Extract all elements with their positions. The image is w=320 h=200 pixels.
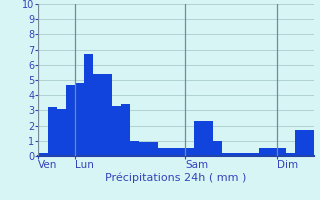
Bar <box>286 153 295 156</box>
Bar <box>304 130 314 156</box>
Bar <box>231 153 240 156</box>
X-axis label: Précipitations 24h ( mm ): Précipitations 24h ( mm ) <box>105 173 247 183</box>
Bar <box>48 107 57 156</box>
Bar <box>130 141 139 156</box>
Bar <box>139 142 148 156</box>
Bar <box>176 148 185 156</box>
Bar <box>222 153 231 156</box>
Bar <box>66 85 75 156</box>
Bar <box>213 141 222 156</box>
Bar <box>93 74 103 156</box>
Bar <box>103 74 112 156</box>
Bar <box>84 54 93 156</box>
Bar <box>158 148 167 156</box>
Bar <box>277 148 286 156</box>
Bar <box>75 83 84 156</box>
Bar <box>204 121 213 156</box>
Bar <box>57 109 66 156</box>
Bar <box>268 148 277 156</box>
Bar <box>121 104 130 156</box>
Bar <box>38 153 48 156</box>
Bar <box>295 130 304 156</box>
Bar <box>259 148 268 156</box>
Bar <box>240 153 249 156</box>
Bar <box>194 121 204 156</box>
Bar <box>185 148 194 156</box>
Bar <box>148 142 158 156</box>
Bar <box>112 106 121 156</box>
Bar <box>249 153 259 156</box>
Bar <box>167 148 176 156</box>
